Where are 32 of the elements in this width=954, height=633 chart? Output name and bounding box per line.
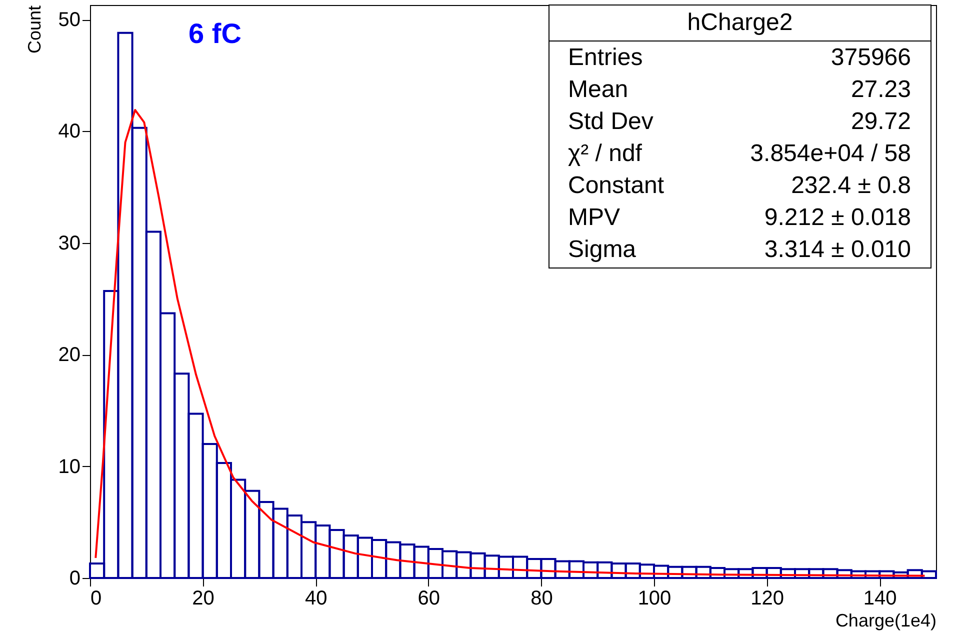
x-axis-title: Charge(1e4)	[835, 610, 936, 630]
y-tick-label: 20	[58, 344, 80, 366]
x-tick-label: 100	[638, 588, 672, 610]
y-tick-label: 0	[69, 568, 80, 590]
x-tick-label: 20	[192, 588, 214, 610]
x-tick-label: 60	[418, 588, 440, 610]
x-tick-label: 40	[304, 588, 328, 610]
annotation: Constant	[568, 172, 664, 199]
annotation: 375966	[830, 44, 911, 71]
x-tick-label: 120	[750, 588, 784, 610]
annotation: 9.212 ± 0.018	[764, 204, 911, 231]
y-axis-title: Count	[24, 6, 44, 54]
annotation: 27.23	[850, 76, 911, 103]
annotation: hCharge2	[687, 9, 793, 36]
annotation: 232.4 ± 0.8	[791, 172, 911, 199]
x-tick-label: 0	[90, 588, 102, 610]
annotation: 3.854e+04 / 58	[750, 140, 911, 167]
annotation: Mean	[568, 76, 628, 103]
annotation: 3.314 ± 0.010	[764, 236, 911, 263]
y-tick-label: 10	[58, 456, 80, 478]
annotation: MPV	[568, 204, 620, 231]
x-tick-label: 140	[863, 588, 897, 610]
annotation: χ² / ndf	[568, 140, 642, 167]
annotation: Sigma	[568, 236, 637, 263]
annotation: 29.72	[850, 108, 911, 135]
y-tick-label: 30	[58, 232, 80, 254]
x-tick-label: 80	[530, 588, 553, 610]
y-tick-label: 40	[58, 120, 80, 143]
annotation: Entries	[568, 44, 643, 71]
y-tick-label: 50	[58, 9, 80, 32]
annotation: Std Dev	[568, 108, 654, 135]
annotation: 6 fC	[188, 18, 242, 49]
